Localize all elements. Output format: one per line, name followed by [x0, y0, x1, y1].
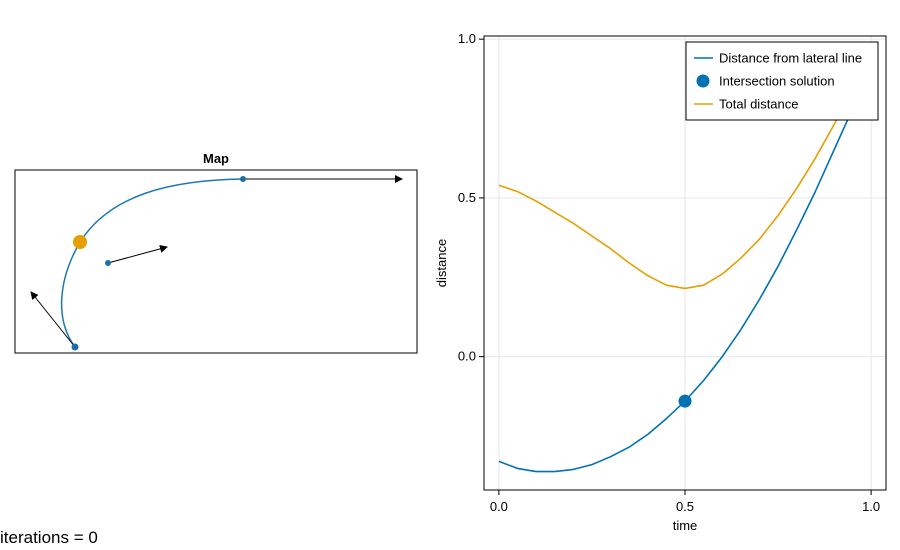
distance-chart: 0.0 0.5 1.0 0.0 0.5 1.0 time distance Distanc… [434, 31, 887, 533]
chart-series [498, 89, 854, 473]
legend-swatch-marker [696, 74, 710, 88]
map-path-curve [60, 178, 244, 348]
x-axis-label: time [673, 518, 698, 533]
legend-box [685, 41, 879, 121]
legend-entry-label: Total distance [719, 97, 799, 112]
chart-ticks: 0.0 0.5 1.0 0.0 0.5 1.0 [458, 31, 880, 514]
map-panel: Map [14, 151, 418, 354]
y-tick-label: 0.0 [458, 349, 476, 364]
map-point-end [240, 176, 246, 182]
series-line [498, 108, 854, 473]
iterations-counter: iterations = 0 [0, 528, 98, 547]
x-tick-label: 0.5 [676, 499, 694, 514]
map-point-intersection [73, 235, 87, 249]
y-tick-label: 0.5 [458, 190, 476, 205]
y-tick-label: 1.0 [458, 31, 476, 46]
chart-legend: Distance from lateral line Intersection s… [685, 41, 879, 121]
map-title: Map [203, 151, 229, 166]
map-arrow-middle [107, 244, 168, 264]
y-axis-label: distance [434, 239, 449, 287]
legend-entry-label: Distance from lateral line [719, 51, 862, 66]
map-point-middle [105, 260, 111, 266]
x-tick-label: 0.0 [490, 499, 508, 514]
map-arrow-start [30, 291, 76, 348]
legend-entry-label: Intersection solution [719, 74, 835, 89]
x-tick-label: 1.0 [862, 499, 880, 514]
series-line [498, 89, 854, 290]
series-marker [678, 394, 692, 408]
map-point-start [71, 343, 79, 351]
map-frame [14, 169, 418, 354]
